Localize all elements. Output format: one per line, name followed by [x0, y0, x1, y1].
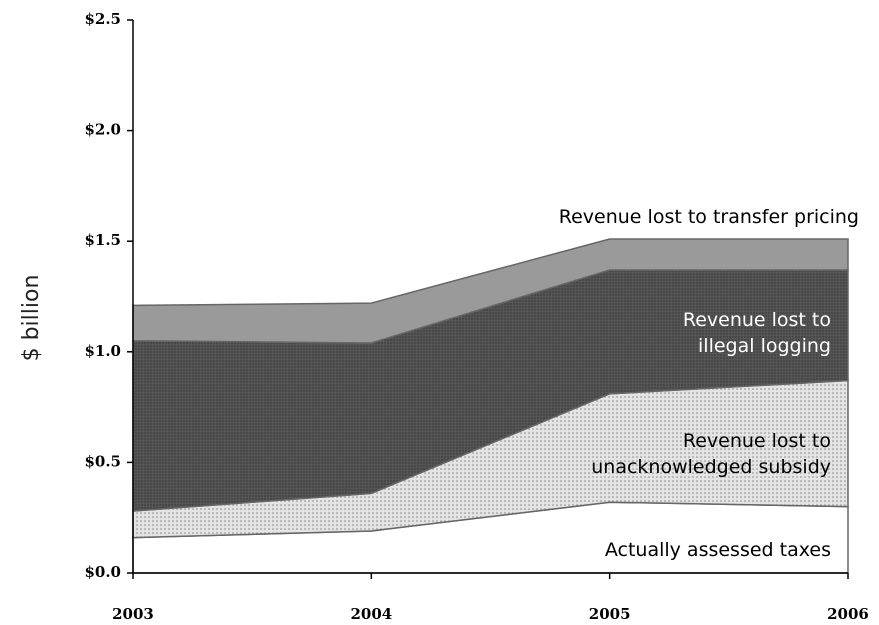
y-tick-label: $0.5: [84, 452, 121, 470]
x-tick-label: 2005: [589, 605, 631, 623]
series-label: Actually assessed taxes: [604, 539, 831, 561]
y-axis-label: $ billion: [19, 275, 44, 362]
x-tick-label: 2004: [350, 605, 392, 623]
y-tick-label: $0.0: [84, 563, 121, 581]
series-label: Revenue lost to transfer pricing: [558, 206, 859, 228]
y-tick-label: $1.0: [84, 342, 121, 360]
y-tick-label: $2.5: [84, 10, 121, 28]
area: [132, 238, 849, 344]
series-label: Revenue lost to illegal logging: [682, 309, 831, 357]
series-label: Revenue lost to unacknowledged subsidy: [591, 430, 831, 478]
y-tick-label: $2.0: [84, 121, 121, 139]
x-tick-label: 2003: [112, 605, 154, 623]
x-tick-label: 2006: [827, 605, 869, 623]
y-tick-label: $1.5: [84, 231, 121, 249]
